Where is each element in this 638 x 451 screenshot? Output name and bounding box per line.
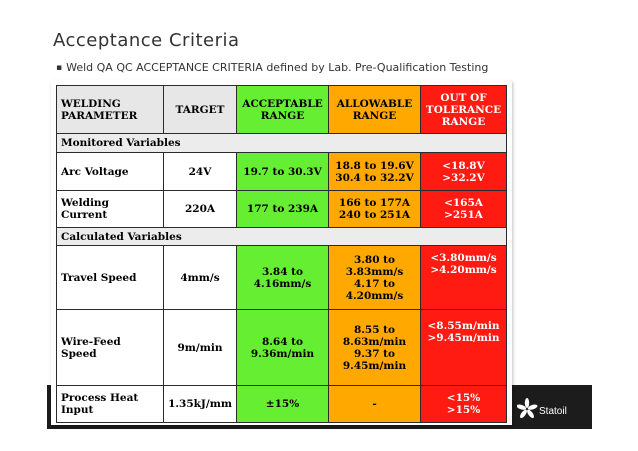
bullet-icon: ▪ <box>56 63 63 73</box>
target-travel-speed: 4mm/s <box>163 245 237 310</box>
table-row: Process Heat Input 1.35kJ/mm ±15% - <15% >… <box>56 385 507 423</box>
out-arc-voltage: <18.8V >32.2V <box>420 152 507 191</box>
param-process-heat-input: Process Heat Input <box>56 385 164 423</box>
param-travel-speed: Travel Speed <box>56 245 164 310</box>
header-row: WELDING PARAMETER TARGET ACCEPTABLE RANGE … <box>56 85 507 134</box>
acceptable-travel-speed: 3.84 to 4.16mm/s <box>236 245 329 310</box>
out-wire-feed-speed: <8.55m/min >9.45m/min <box>420 309 507 386</box>
bullet-text: Weld QA QC ACCEPTANCE CRITERIA defined b… <box>66 61 489 74</box>
header-welding-parameter: WELDING PARAMETER <box>56 85 164 134</box>
target-arc-voltage: 24V <box>163 152 237 191</box>
logo-text: Statoil <box>539 406 567 417</box>
param-welding-current: Welding Current <box>56 190 164 228</box>
acceptable-arc-voltage: 19.7 to 30.3V <box>236 152 329 191</box>
acceptable-wire-feed-speed: 8.64 to 9.36m/min <box>236 309 329 386</box>
table-row: Travel Speed 4mm/s 3.84 to 4.16mm/s 3.80 … <box>56 245 507 310</box>
param-wire-feed-speed: Wire-Feed Speed <box>56 309 164 386</box>
statoil-star-icon <box>517 398 538 419</box>
section-row-monitored: Monitored Variables <box>56 133 507 153</box>
section-row-calculated: Calculated Variables <box>56 227 507 246</box>
acceptable-welding-current: 177 to 239A <box>236 190 329 228</box>
target-welding-current: 220A <box>163 190 237 228</box>
header-out-of-tolerance-range: OUT OF TOLERANCE RANGE <box>420 85 507 134</box>
slide-title: Acceptance Criteria <box>53 30 240 51</box>
acceptable-process-heat-input: ±15% <box>236 385 329 423</box>
allowable-process-heat-input: - <box>328 385 421 423</box>
header-acceptable-range: ACCEPTABLE RANGE <box>236 85 329 134</box>
header-allowable-range: ALLOWABLE RANGE <box>328 85 421 134</box>
out-welding-current: <165A >251A <box>420 190 507 228</box>
allowable-wire-feed-speed: 8.55 to 8.63m/min 9.37 to 9.45m/min <box>328 309 421 386</box>
allowable-arc-voltage: 18.8 to 19.6V 30.4 to 32.2V <box>328 152 421 191</box>
allowable-travel-speed: 3.80 to 3.83mm/s 4.17 to 4.20mm/s <box>328 245 421 310</box>
slide-bullet: ▪ Weld QA QC ACCEPTANCE CRITERIA defined … <box>56 61 488 74</box>
out-travel-speed: <3.80mm/s >4.20mm/s <box>420 245 507 310</box>
allowable-welding-current: 166 to 177A 240 to 251A <box>328 190 421 228</box>
target-process-heat-input: 1.35kJ/mm <box>163 385 237 423</box>
acceptance-criteria-table: WELDING PARAMETER TARGET ACCEPTABLE RANGE … <box>56 85 507 423</box>
header-target: TARGET <box>163 85 237 134</box>
statoil-logo: Statoil <box>517 395 587 423</box>
target-wire-feed-speed: 9m/min <box>163 309 237 386</box>
section-monitored-variables: Monitored Variables <box>56 133 507 153</box>
table-row: Welding Current 220A 177 to 239A 166 to 1… <box>56 190 507 228</box>
table-row: Wire-Feed Speed 9m/min 8.64 to 9.36m/min 8… <box>56 309 507 386</box>
table-row: Arc Voltage 24V 19.7 to 30.3V 18.8 to 19… <box>56 152 507 191</box>
criteria-table-frame: WELDING PARAMETER TARGET ACCEPTABLE RANGE … <box>51 80 512 425</box>
section-calculated-variables: Calculated Variables <box>56 227 507 246</box>
out-process-heat-input: <15% >15% <box>420 385 507 423</box>
param-arc-voltage: Arc Voltage <box>56 152 164 191</box>
